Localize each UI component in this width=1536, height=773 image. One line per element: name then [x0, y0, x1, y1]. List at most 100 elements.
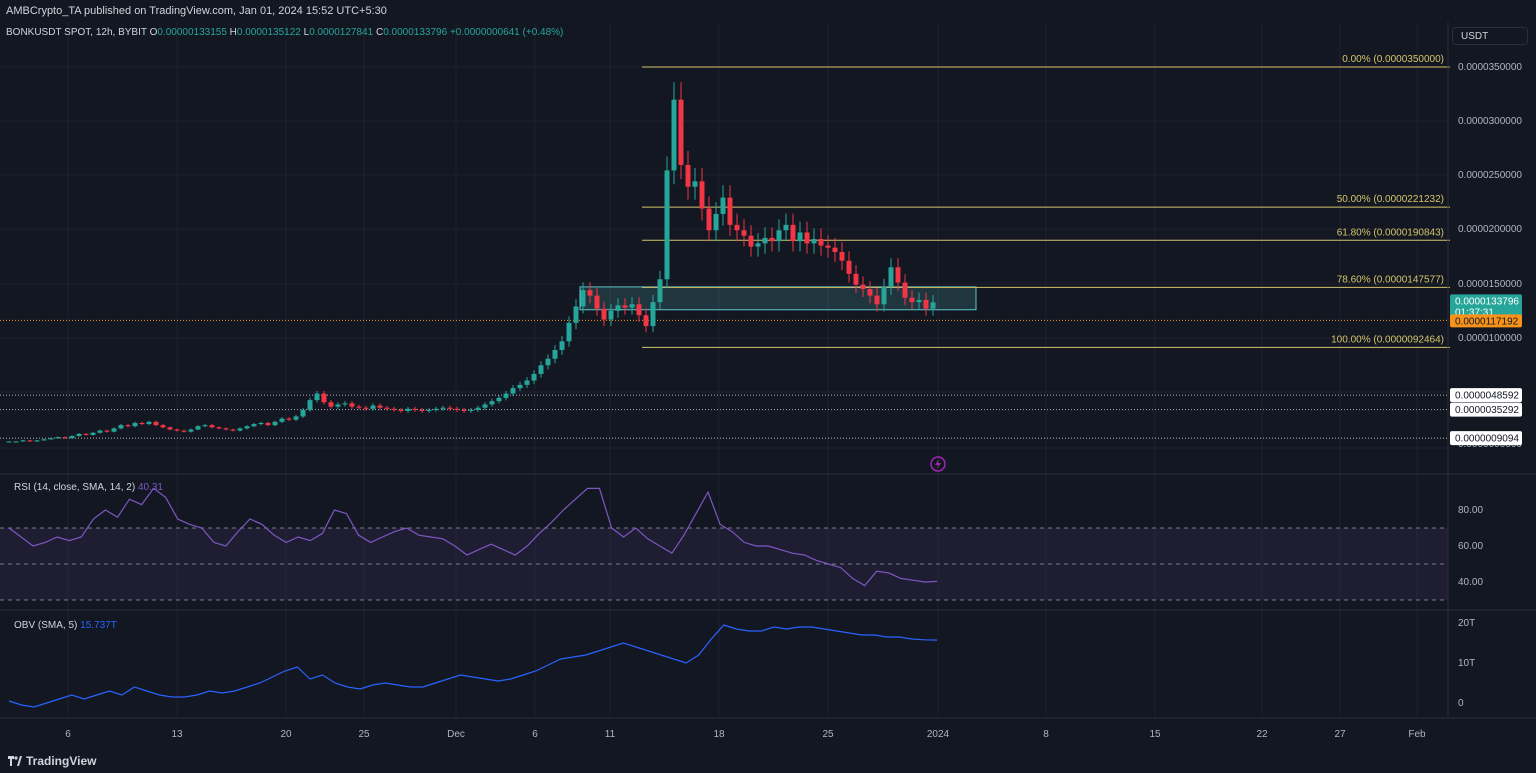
rsi-line	[8, 487, 938, 587]
candle-body	[335, 404, 341, 407]
price-candles	[6, 82, 936, 443]
symbol-name: BONKUSDT SPOT, 12h, BYBIT	[6, 27, 147, 38]
candle-body	[503, 393, 509, 398]
chart-canvas[interactable]: 0.00% (0.0000350000) 50.00% (0.0000221232…	[0, 22, 1536, 748]
candle-body	[286, 418, 292, 420]
candle-body	[916, 299, 922, 303]
candle-body	[797, 232, 803, 242]
time-tick-label: Feb	[1408, 729, 1426, 740]
candle-body	[139, 422, 145, 425]
candle-body	[699, 181, 705, 209]
candle-body	[902, 282, 908, 298]
time-tick-label: Dec	[447, 729, 465, 740]
time-tick-label: 13	[171, 729, 183, 740]
obv-tick-label: 10T	[1458, 658, 1475, 669]
candle-body	[608, 310, 614, 320]
candle-body	[160, 425, 166, 428]
candle-body	[601, 308, 607, 320]
rsi-label: RSI (14, close, SMA, 14, 2)	[14, 482, 136, 493]
candle-body	[153, 421, 159, 426]
candle-body	[447, 407, 453, 409]
candle-body	[580, 290, 586, 307]
open-value: 0.00000133155	[157, 27, 227, 38]
candle-body	[454, 408, 460, 410]
candle-body	[90, 432, 96, 435]
candle-body	[223, 428, 229, 430]
close-label: C	[375, 27, 384, 38]
obv-legend[interactable]: OBV (SMA, 5) 15.737T	[14, 620, 117, 631]
candle-body	[538, 365, 544, 374]
candle-body	[405, 408, 411, 411]
obv-tick-label: 0	[1458, 698, 1464, 709]
candle-body	[790, 224, 796, 242]
candle-body	[265, 422, 271, 426]
candle-body	[216, 427, 222, 429]
time-tick-label: 27	[1334, 729, 1346, 740]
flash-alert-icon[interactable]	[930, 456, 946, 472]
candle-body	[307, 400, 313, 410]
time-tick-label: 22	[1256, 729, 1268, 740]
candle-body	[370, 405, 376, 409]
orange-price-box	[1450, 314, 1522, 328]
candle-body	[748, 235, 754, 247]
tradingview-brand: TradingView	[26, 754, 97, 768]
candle-body	[692, 181, 698, 187]
price-axis[interactable]: 0.0000350000 0.0000300000 0.0000250000 0.00…	[1450, 62, 1522, 450]
candle-body	[671, 99, 677, 171]
fib-level-label: 61.80% (0.0000190843)	[1337, 227, 1444, 238]
candle-body	[118, 425, 124, 429]
candle-body	[818, 238, 824, 246]
candle-body	[272, 421, 278, 426]
symbol-legend[interactable]: BONKUSDT SPOT, 12h, BYBIT O0.00000133155…	[6, 27, 563, 38]
candle-body	[167, 427, 173, 430]
pane-separators[interactable]	[0, 22, 1536, 719]
time-tick-label: 6	[532, 729, 538, 740]
horizontal-levels	[0, 319, 1448, 439]
candle-body	[741, 230, 747, 236]
rsi-pane: 80.00 60.00 40.00	[0, 487, 1483, 601]
change-value: +0.0000000641 (+0.48%)	[449, 27, 564, 38]
candle-body	[391, 408, 397, 410]
candle-body	[888, 267, 894, 287]
low-value: 0.0000127841	[309, 27, 374, 38]
price-tick-label: 0.0000100000	[1458, 333, 1522, 344]
candle-body	[419, 409, 425, 411]
candle-body	[720, 197, 726, 214]
candle-body	[769, 237, 775, 242]
fib-level-label: 0.00% (0.0000350000)	[1342, 54, 1444, 65]
candle-body	[433, 408, 439, 410]
candle-body	[48, 438, 54, 440]
tradingview-logo[interactable]: TradingView	[8, 754, 96, 768]
currency-button[interactable]: USDT	[1452, 27, 1528, 45]
candle-body	[678, 99, 684, 165]
fibonacci-retracement[interactable]: 0.00% (0.0000350000) 50.00% (0.0000221232…	[642, 54, 1450, 348]
candle-body	[398, 409, 404, 411]
candle-body	[923, 299, 929, 309]
candle-body	[755, 243, 761, 247]
candle-body	[559, 341, 565, 351]
top-bar: AMBCrypto_TA published on TradingView.co…	[0, 0, 1536, 22]
candle-body	[776, 230, 782, 242]
candle-body	[20, 440, 26, 442]
candle-body	[412, 408, 418, 410]
time-tick-label: 25	[358, 729, 370, 740]
time-tick-label: 8	[1043, 729, 1049, 740]
rsi-legend[interactable]: RSI (14, close, SMA, 14, 2) 40.31	[14, 482, 163, 493]
price-tick-label: 0.0000300000	[1458, 116, 1522, 127]
close-value: 0.0000133796	[383, 27, 448, 38]
candle-body	[41, 439, 47, 441]
candle-body	[13, 441, 19, 443]
high-value: 0.0000135122	[236, 27, 301, 38]
level-price-label: 0.0000048592	[1455, 391, 1519, 402]
candle-body	[468, 409, 474, 411]
rsi-tick-label: 40.00	[1458, 577, 1483, 588]
time-axis[interactable]: 6 13 20 25 Dec 6 11 18 25 2024 8 15 22 27 Feb	[65, 729, 1426, 740]
candle-body	[27, 440, 33, 442]
candle-body	[496, 397, 502, 402]
level-price-box	[1450, 402, 1522, 417]
obv-tick-label: 20T	[1458, 618, 1475, 629]
candle-body	[321, 393, 327, 403]
open-label: O	[149, 27, 158, 38]
candle-body	[377, 405, 383, 408]
level-price-label: 0.0000009094	[1455, 434, 1519, 445]
